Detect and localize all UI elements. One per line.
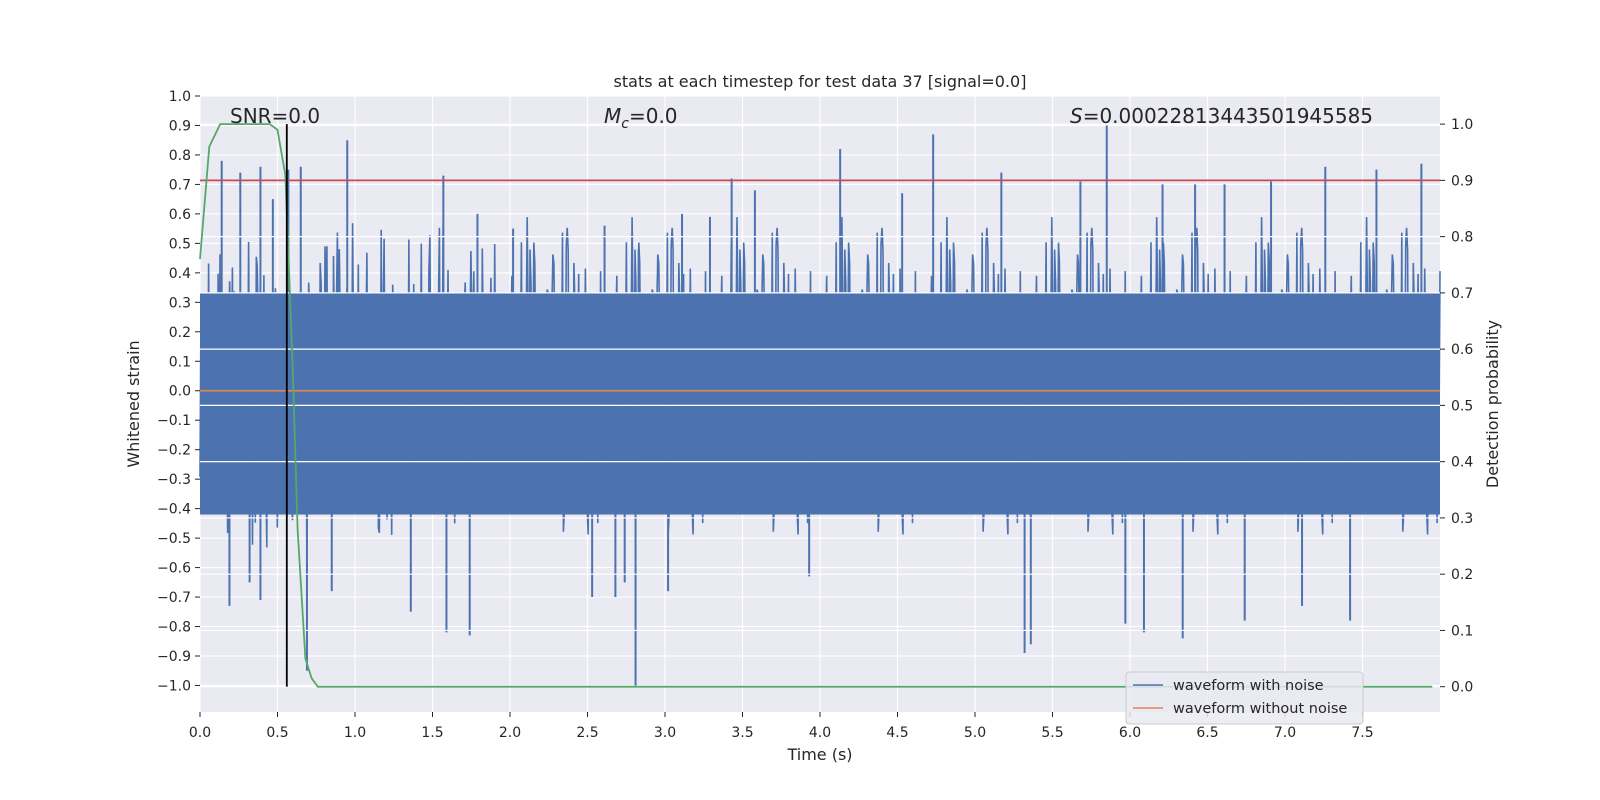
- y-tick-label: 0.6: [169, 207, 191, 223]
- chirp-mass-subscript: c: [621, 116, 629, 132]
- y-axis-right-label: Detection probability: [1483, 320, 1502, 488]
- data-layer: [199, 123, 1441, 688]
- x-tick-label: 3.5: [731, 725, 753, 741]
- y-right-tick-label: 0.4: [1451, 455, 1473, 471]
- chirp-mass-annotation: Mc=0.0: [604, 104, 678, 132]
- snr-annotation: SNR=0.0: [230, 104, 320, 128]
- x-tick-label: 1.0: [344, 725, 366, 741]
- chirp-mass-symbol: M: [604, 104, 621, 128]
- axes: 0.0 0.5 1.0 1.5 2.0 2.5 3.0 3.5 4.0 4.5 5.0 5.5 6.0 6…: [157, 89, 1473, 741]
- y-right-tick-label: 0.7: [1451, 286, 1473, 302]
- y-tick-label: 0.2: [169, 325, 191, 341]
- y-tick-label: 0.1: [169, 354, 191, 370]
- s-value: =0.00022813443501945585: [1083, 104, 1373, 128]
- x-tick-label: 6.5: [1196, 725, 1218, 741]
- s-symbol: S: [1070, 104, 1083, 128]
- chart-title: stats at each timestep for test data 37 …: [614, 72, 1027, 91]
- y-tick-label: −0.4: [157, 502, 191, 518]
- x-tick-label: 2.0: [499, 725, 521, 741]
- y-right-tick-label: 0.9: [1451, 173, 1473, 189]
- s-annotation: S=0.00022813443501945585: [1070, 104, 1373, 128]
- y-tick-label: −0.6: [157, 561, 191, 577]
- y-tick-label: 0.7: [169, 177, 191, 193]
- x-tick-label: 0.5: [266, 725, 288, 741]
- y-tick-label: −0.3: [157, 472, 191, 488]
- y-tick-label: 0.5: [169, 236, 191, 252]
- x-tick-label: 7.0: [1274, 725, 1296, 741]
- y-tick-label: 0.4: [169, 266, 191, 282]
- y-right-tick-label: 0.5: [1451, 398, 1473, 414]
- x-axis-label: Time (s): [786, 745, 852, 764]
- x-tick-label: 2.5: [576, 725, 598, 741]
- legend-label-noise: waveform with noise: [1173, 678, 1324, 694]
- y-tick-label: −0.7: [157, 590, 191, 606]
- y-tick-label: 0.8: [169, 148, 191, 164]
- chirp-mass-value: =0.0: [629, 104, 678, 128]
- y-right-tick-label: 0.2: [1451, 567, 1473, 583]
- x-tick-label: 7.5: [1351, 725, 1373, 741]
- y-tick-label: −0.2: [157, 443, 191, 459]
- y-tick-label: 0.0: [169, 384, 191, 400]
- y-tick-label: −0.9: [157, 649, 191, 665]
- x-tick-label: 1.5: [421, 725, 443, 741]
- x-tick-label: 4.5: [886, 725, 908, 741]
- series-detection-probability: [199, 123, 1433, 688]
- y-tick-label: −0.1: [157, 413, 191, 429]
- y-tick-label: −0.5: [157, 531, 191, 547]
- y-right-tick-label: 0.8: [1451, 230, 1473, 246]
- y-tick-label: −1.0: [157, 678, 191, 694]
- legend: waveform with noise waveform without noi…: [1125, 671, 1364, 725]
- x-tick-label: 3.0: [654, 725, 676, 741]
- legend-box: [1125, 671, 1364, 725]
- y-right-tick-label: 0.0: [1451, 680, 1473, 696]
- y-tick-label: 0.9: [169, 118, 191, 134]
- noise-band: [200, 293, 1440, 515]
- y-tick-label: 0.3: [169, 295, 191, 311]
- x-tick-label: 5.0: [964, 725, 986, 741]
- legend-label-clean: waveform without noise: [1173, 701, 1347, 717]
- y-right-tick-label: 0.6: [1451, 342, 1473, 358]
- y-right-tick-label: 0.3: [1451, 511, 1473, 527]
- y-right-tick-label: 0.1: [1451, 623, 1473, 639]
- x-tick-label: 6.0: [1119, 725, 1141, 741]
- y-right-tick-label: 1.0: [1451, 117, 1473, 133]
- y-tick-label: −0.8: [157, 620, 191, 636]
- x-tick-label: 5.5: [1041, 725, 1063, 741]
- y-tick-label: 1.0: [169, 89, 191, 105]
- x-tick-label: 0.0: [189, 725, 211, 741]
- x-tick-label: 4.0: [809, 725, 831, 741]
- y-axis-label: Whitened strain: [124, 340, 143, 467]
